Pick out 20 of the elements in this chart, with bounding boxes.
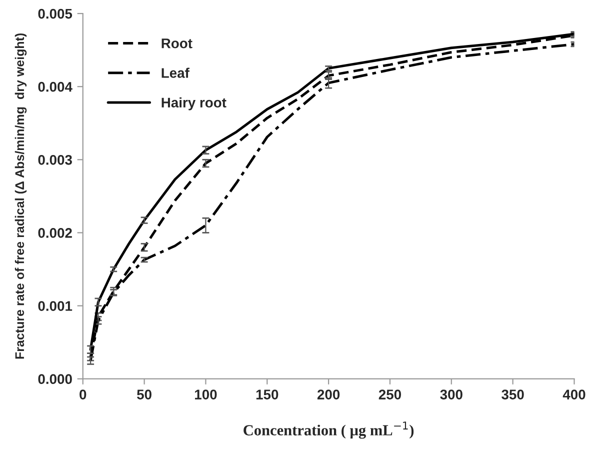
y-tick-label: 0.004	[38, 82, 72, 92]
legend-label: Hairy root	[162, 97, 226, 110]
x-tick-label: 300	[440, 390, 462, 400]
x-tick-label: 250	[378, 390, 401, 400]
x-axis-title: Concentration ( μg mL$^{−1}$)	[244, 422, 414, 439]
legend-label: Leaf	[162, 68, 190, 78]
x-tick-label: 350	[502, 390, 524, 400]
legend-label: Root	[162, 38, 192, 48]
x-tick-label: 0	[80, 390, 86, 400]
x-tick-label: 200	[317, 390, 340, 400]
x-tick-label: 100	[195, 390, 217, 400]
y-tick-label: 0.002	[38, 228, 72, 238]
y-tick-label: 0.005	[38, 8, 72, 19]
y-tick-label: 0.003	[38, 154, 72, 165]
y-tick-label: 0.000	[38, 374, 72, 384]
y-axis-title: Fracture rate of free radical (Δ Abs/min/mg dry weight)	[14, 33, 27, 359]
x-tick-label: 400	[562, 390, 586, 400]
x-tick-label: 50	[137, 390, 152, 400]
x-tick-label: 150	[256, 390, 278, 400]
y-tick-label: 0.001	[38, 301, 72, 311]
